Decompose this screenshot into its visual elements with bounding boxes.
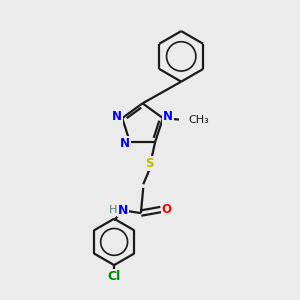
Text: N: N — [112, 110, 122, 123]
Text: N: N — [118, 204, 128, 217]
Text: H: H — [109, 205, 117, 215]
Text: O: O — [162, 203, 172, 216]
Text: Cl: Cl — [107, 270, 121, 283]
Text: N: N — [163, 110, 173, 123]
Text: S: S — [146, 157, 154, 170]
Text: N: N — [120, 137, 130, 150]
Text: CH₃: CH₃ — [189, 115, 209, 124]
